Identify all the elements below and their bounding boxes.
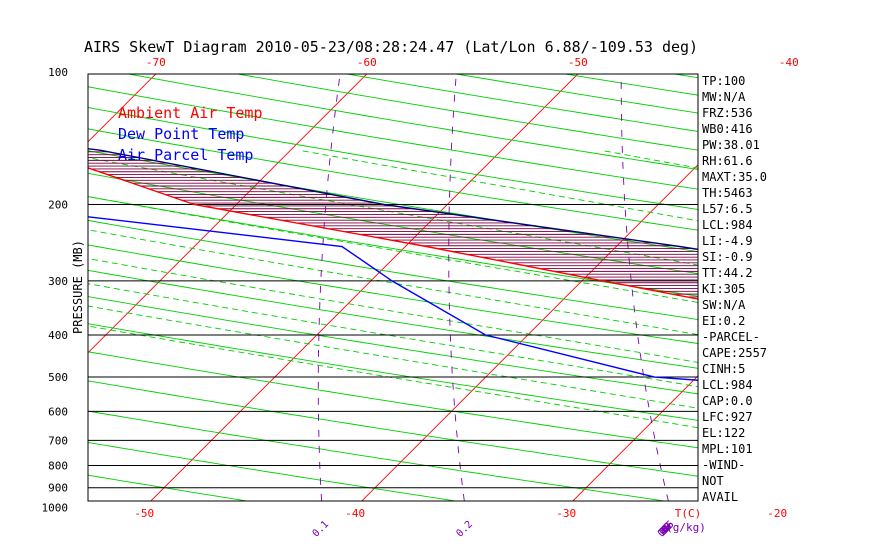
dry-adiabat-line xyxy=(88,219,698,320)
mixing-ratio-line xyxy=(620,74,669,501)
dry-adiabat-line xyxy=(88,323,698,421)
dry-adiabat-line xyxy=(830,64,870,517)
dry-adiabat-line xyxy=(88,380,698,477)
dry-adiabat-line xyxy=(88,474,251,501)
top-temp-tick-label: -70 xyxy=(146,56,166,69)
moist-adiabat-line xyxy=(88,258,698,363)
index-text: CAPE:2557 xyxy=(702,346,767,360)
y-tick-label: 600 xyxy=(48,405,68,418)
legend-entry: Air Parcel Temp xyxy=(118,146,253,164)
top-temp-tick-label: -40 xyxy=(779,56,799,69)
top-temp-tick-label: -60 xyxy=(357,56,377,69)
index-text: CINH:5 xyxy=(702,362,745,376)
index-text: TP:100 xyxy=(702,74,745,88)
mixing-ratio-line xyxy=(317,74,341,501)
y-tick-label: 300 xyxy=(48,275,68,288)
mixing-ratio-label: 0.2 xyxy=(454,519,475,540)
series-line xyxy=(88,147,698,251)
y-tick-label: 1000 xyxy=(42,502,69,515)
isotherm-line xyxy=(88,74,157,143)
dry-adiabat-line xyxy=(235,74,698,151)
index-text: EL:122 xyxy=(702,426,745,440)
dry-adiabat-line xyxy=(88,196,698,297)
index-text: LCL:984 xyxy=(702,218,753,232)
legend-entry: Ambient Air Temp xyxy=(118,104,263,122)
moist-adiabat-line xyxy=(88,305,698,409)
bottom-temp-tick-label: -40 xyxy=(345,507,365,520)
index-text: CAP:0.0 xyxy=(702,394,753,408)
dry-adiabat-line xyxy=(88,442,460,501)
plot-frame xyxy=(87,73,699,502)
index-text: NOT xyxy=(702,474,724,488)
legend-entry: Dew Point Temp xyxy=(118,125,244,143)
index-text: RH:61.6 xyxy=(702,154,753,168)
index-text: LCL:984 xyxy=(702,378,753,392)
index-text: MAXT:35.0 xyxy=(702,170,767,184)
mixing-ratio-label: 0.1 xyxy=(311,519,332,540)
y-tick-label: 200 xyxy=(48,199,68,212)
dry-adiabat-line xyxy=(88,410,669,501)
isotherm-line xyxy=(361,164,698,501)
index-text: L57:6.5 xyxy=(702,202,753,216)
series-line xyxy=(88,216,698,381)
moist-adiabat-line xyxy=(88,229,698,336)
dry-adiabat-line xyxy=(453,74,698,114)
index-text: TH:5463 xyxy=(702,186,753,200)
dry-adiabat-line xyxy=(88,172,698,275)
index-text: KI:305 xyxy=(702,282,745,296)
y-tick-label: 700 xyxy=(48,434,68,447)
y-tick-label: 900 xyxy=(48,482,68,495)
index-text: TT:44.2 xyxy=(702,266,753,280)
index-text: SI:-0.9 xyxy=(702,250,753,264)
top-temp-tick-label: -50 xyxy=(568,56,588,69)
mixing-ratio-unit: (g/kg) xyxy=(666,521,706,534)
index-text: FRZ:536 xyxy=(702,106,753,120)
index-text: LI:-4.9 xyxy=(702,234,753,248)
index-text: PW:38.01 xyxy=(702,138,760,152)
index-text: WB0:416 xyxy=(702,122,753,136)
mixing-ratio-line xyxy=(755,74,841,517)
moist-adiabat-line xyxy=(88,196,698,303)
y-tick-label: 800 xyxy=(48,460,68,473)
chart-title: AIRS SkewT Diagram 2010-05-23/08:28:24.4… xyxy=(84,38,698,56)
moist-adiabat-line xyxy=(88,325,698,429)
isotherm-line xyxy=(768,64,870,516)
dry-adiabat-line xyxy=(562,74,698,96)
index-text: MW:N/A xyxy=(702,90,746,104)
dry-adiabat-line xyxy=(0,64,134,517)
index-text: SW:N/A xyxy=(702,298,746,312)
mixing-ratio-line xyxy=(448,74,465,501)
y-tick-label: 100 xyxy=(48,66,68,79)
bottom-temp-tick-label: -20 xyxy=(767,507,787,520)
index-text: AVAIL xyxy=(702,490,738,504)
y-tick-label: 400 xyxy=(48,329,68,342)
dry-adiabat-line xyxy=(88,150,698,253)
dry-adiabat-line xyxy=(88,244,698,344)
index-text: MPL:101 xyxy=(702,442,753,456)
isotherm-line xyxy=(572,375,698,501)
isotherm-line xyxy=(88,74,368,354)
index-text: -PARCEL- xyxy=(702,330,760,344)
bottom-temp-tick-label: -50 xyxy=(134,507,154,520)
y-axis-label: PRESSURE (MB) xyxy=(71,240,85,334)
bottom-temp-unit: T(C) xyxy=(675,507,702,520)
index-text: EI:0.2 xyxy=(702,314,745,328)
y-tick-label: 500 xyxy=(48,371,68,384)
index-text: LFC:927 xyxy=(702,410,753,424)
index-text: -WIND- xyxy=(702,458,745,472)
dry-adiabat-line xyxy=(88,351,698,449)
bottom-temp-tick-label: -30 xyxy=(556,507,576,520)
mixing-ratio-line xyxy=(838,74,870,517)
